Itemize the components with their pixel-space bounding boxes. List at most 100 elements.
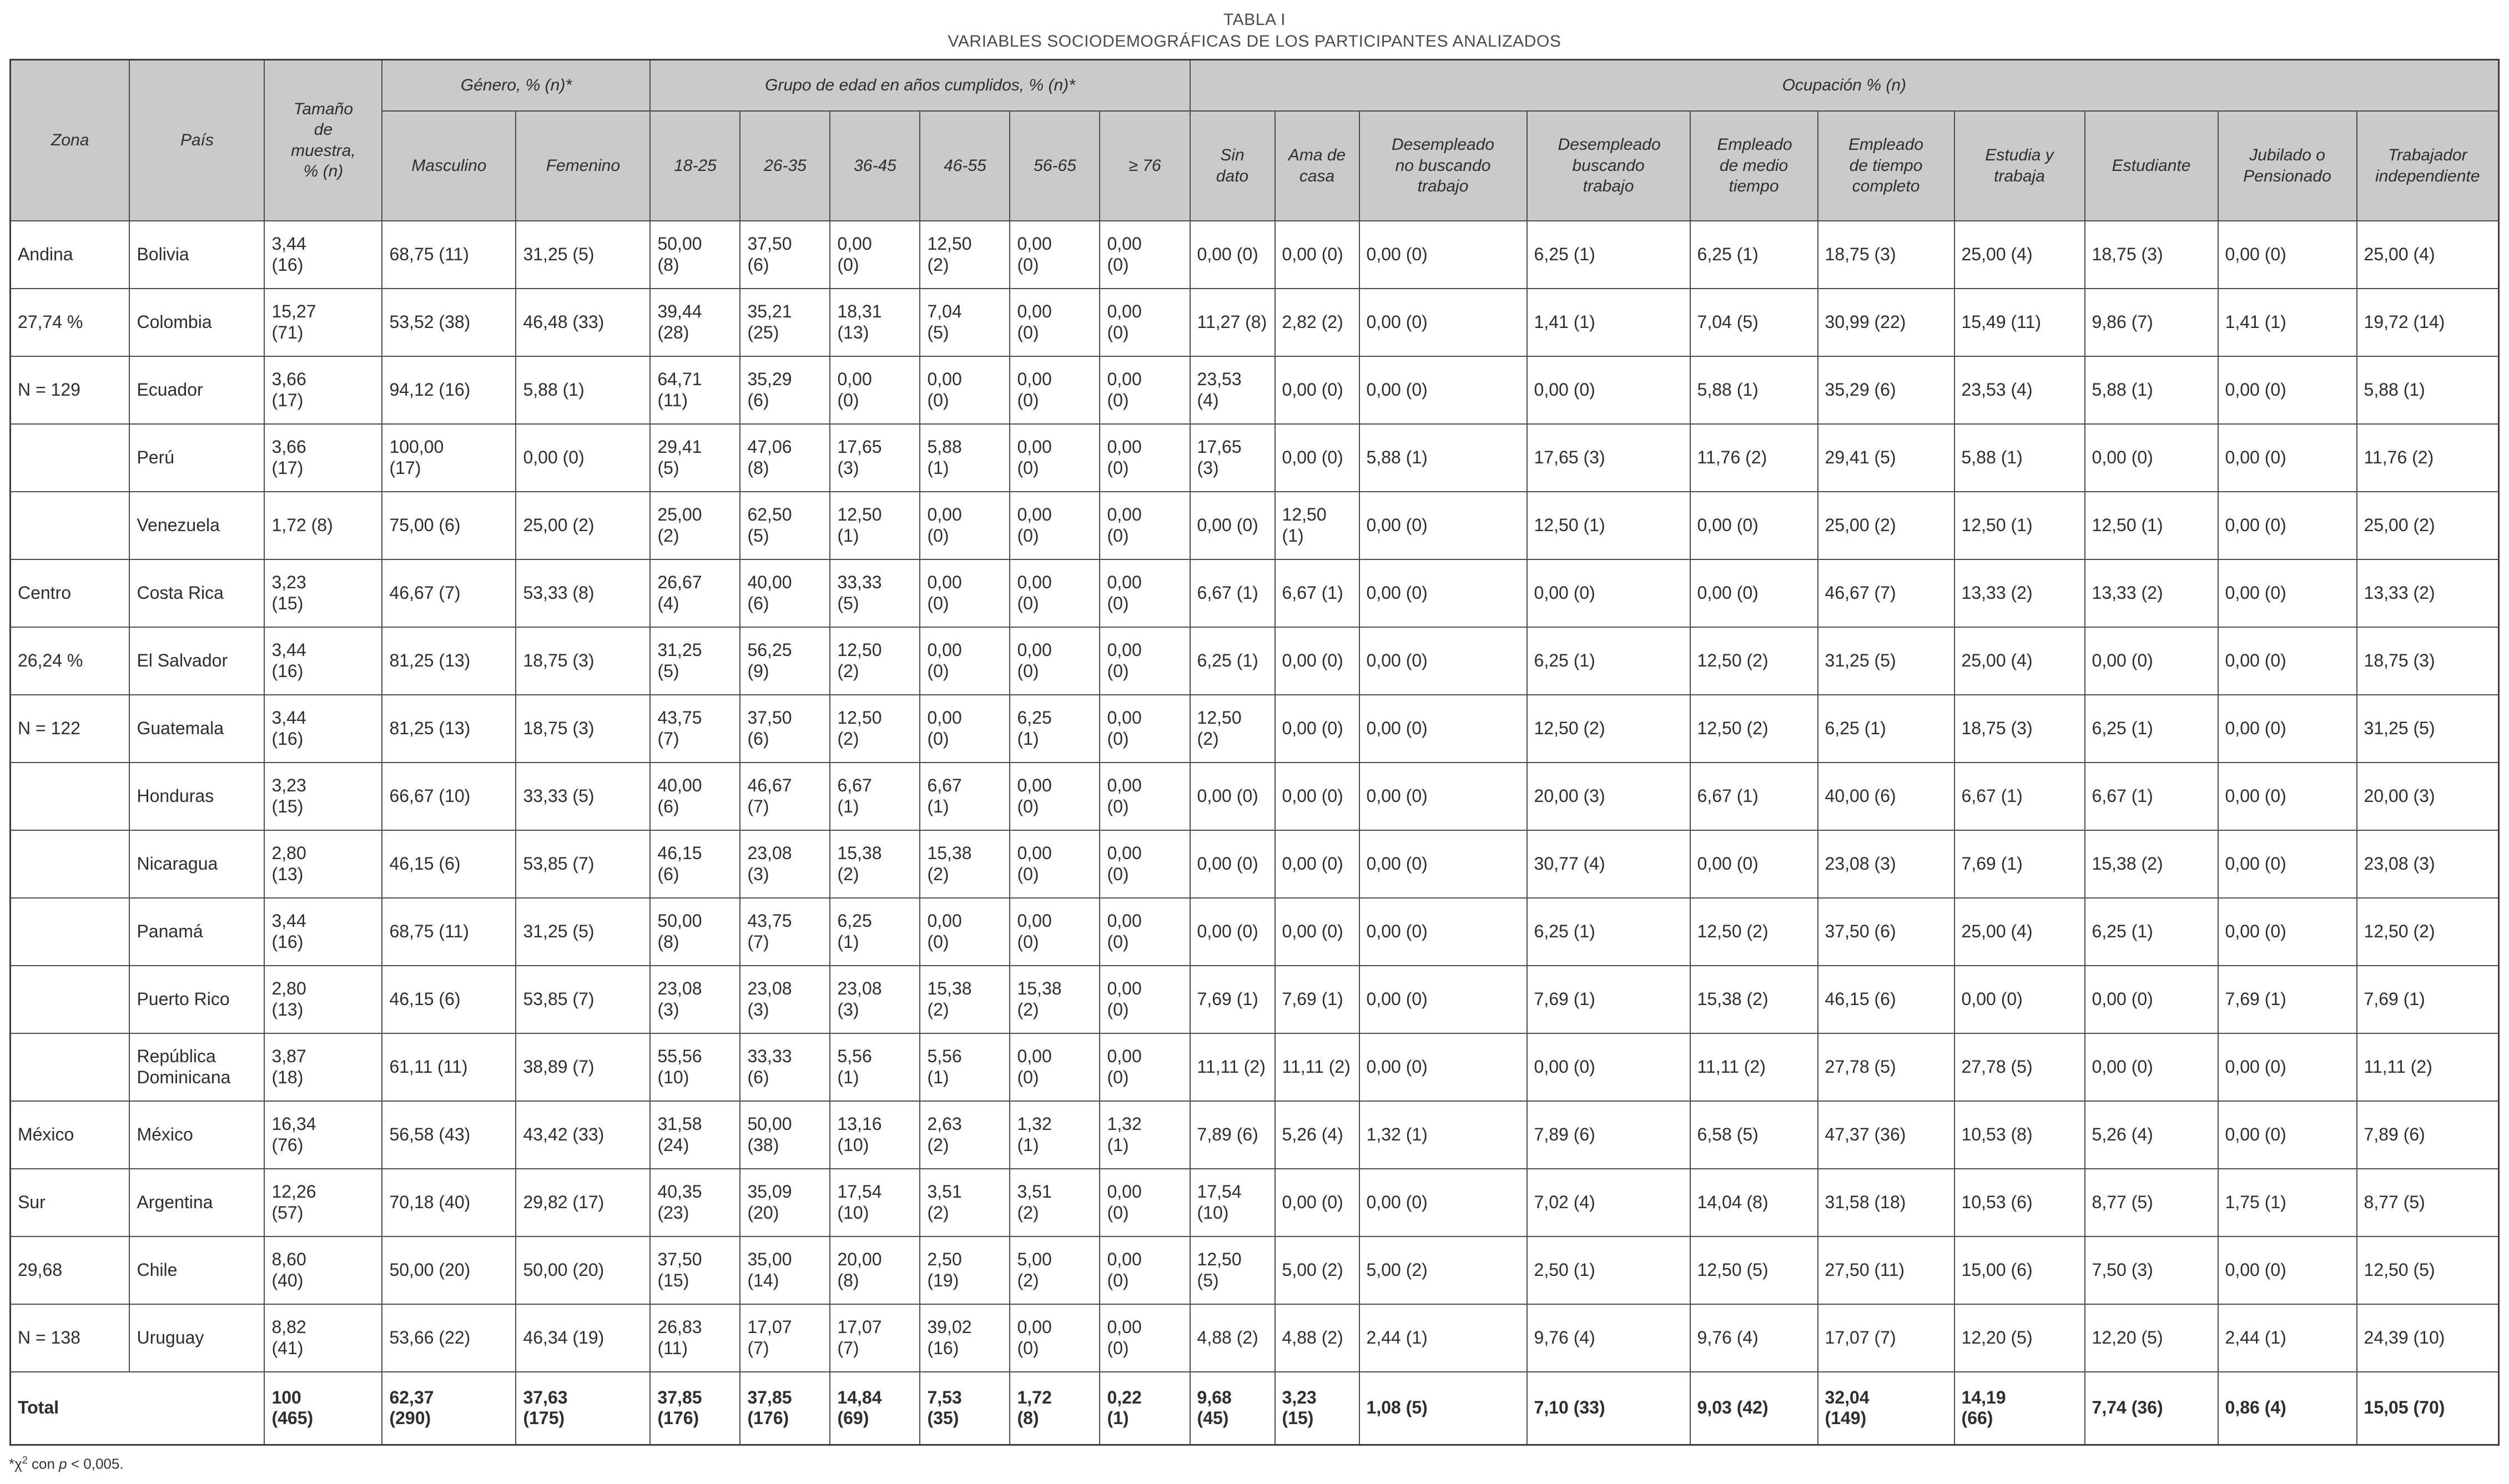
value-cell: 10,53 (6) xyxy=(1953,1168,2085,1237)
value-cell: 56,25 (9) xyxy=(739,626,831,695)
value-cell: 68,75 (11) xyxy=(381,220,517,289)
total-value-cell: 32,04 (149) xyxy=(1817,1371,1955,1446)
value-cell: 31,25 (5) xyxy=(2356,694,2500,763)
value-cell: 0,00 (0) xyxy=(1099,558,1191,628)
value-cell: 0,00 (0) xyxy=(1358,491,1528,560)
value-cell: 12,26 (57) xyxy=(264,1168,383,1237)
table-title: TABLA I xyxy=(1223,11,1286,29)
value-cell: 3,66 (17) xyxy=(264,423,383,492)
value-cell: 7,89 (6) xyxy=(2356,1100,2500,1169)
zone-cell: Sur xyxy=(9,1168,130,1237)
value-cell: 19,72 (14) xyxy=(2356,287,2500,357)
value-cell: 37,50 (6) xyxy=(739,220,831,289)
value-cell: 15,38 (2) xyxy=(2084,829,2219,899)
value-cell: 0,00 (0) xyxy=(1009,220,1101,289)
value-cell: 61,11 (11) xyxy=(381,1032,517,1102)
value-cell: 0,00 (0) xyxy=(919,355,1011,425)
table-body: Andina Bolivia 3,44 (16) 68,75 (11) 31,25 (5… xyxy=(9,220,2500,1446)
value-cell: 0,00 (0) xyxy=(919,558,1011,628)
value-cell: 6,67 (1) xyxy=(1274,558,1360,628)
value-cell: 37,50 (6) xyxy=(739,694,831,763)
total-value-cell: 9,68 (45) xyxy=(1189,1371,1276,1446)
value-cell: 12,50 (2) xyxy=(1189,694,1276,763)
value-cell: 23,08 (3) xyxy=(739,829,831,899)
total-value-cell: 37,63 (175) xyxy=(515,1371,651,1446)
table-row: Nicaragua 2,80 (13) 46,15 (6) 53,85 (7) 46,1… xyxy=(9,829,2500,899)
value-cell: 17,54 (10) xyxy=(829,1168,921,1237)
value-cell: 6,25 (1) xyxy=(1009,694,1101,763)
zone-cell xyxy=(9,491,130,560)
value-cell: 0,00 (0) xyxy=(1358,829,1528,899)
value-cell: 12,50 (1) xyxy=(1274,491,1360,560)
zone-cell xyxy=(9,829,130,899)
value-cell: 12,50 (2) xyxy=(829,626,921,695)
value-cell: 23,08 (3) xyxy=(739,965,831,1034)
value-cell: 31,58 (18) xyxy=(1817,1168,1955,1237)
value-cell: 25,00 (4) xyxy=(1953,897,2085,966)
zone-cell xyxy=(9,761,130,831)
value-cell: 5,88 (1) xyxy=(2356,355,2500,425)
value-cell: 0,00 (0) xyxy=(1358,287,1528,357)
value-cell: 0,00 (0) xyxy=(1358,897,1528,966)
value-cell: 12,50 (5) xyxy=(1189,1235,1276,1305)
value-cell: 1,75 (1) xyxy=(2217,1168,2357,1237)
value-cell: 6,25 (1) xyxy=(829,897,921,966)
value-cell: 20,00 (3) xyxy=(1526,761,1691,831)
value-cell: 46,15 (6) xyxy=(381,829,517,899)
value-cell: 16,34 (76) xyxy=(264,1100,383,1169)
value-cell: 6,67 (1) xyxy=(1953,761,2085,831)
value-cell: 0,00 (0) xyxy=(1358,965,1528,1034)
value-cell: 0,00 (0) xyxy=(2084,626,2219,695)
value-cell: 53,66 (22) xyxy=(381,1303,517,1372)
value-cell: 35,21 (25) xyxy=(739,287,831,357)
value-cell: 0,00 (0) xyxy=(515,423,651,492)
value-cell: 0,00 (0) xyxy=(919,491,1011,560)
country-cell: Colombia xyxy=(129,287,265,357)
value-cell: 0,00 (0) xyxy=(1099,1235,1191,1305)
value-cell: 11,11 (2) xyxy=(1189,1032,1276,1102)
value-cell: 0,00 (0) xyxy=(1009,355,1101,425)
value-cell: 0,00 (0) xyxy=(1274,761,1360,831)
value-cell: 0,00 (0) xyxy=(1099,897,1191,966)
value-cell: 11,76 (2) xyxy=(2356,423,2500,492)
zone-cell: 26,24 % xyxy=(9,626,130,695)
value-cell: 25,00 (4) xyxy=(1953,220,2085,289)
table-row: Sur Argentina 12,26 (57) 70,18 (40) 29,82 (1… xyxy=(9,1168,2500,1237)
value-cell: 17,65 (3) xyxy=(829,423,921,492)
value-cell: 11,11 (2) xyxy=(1274,1032,1360,1102)
value-cell: 17,65 (3) xyxy=(1526,423,1691,492)
value-cell: 12,50 (1) xyxy=(1526,491,1691,560)
value-cell: 0,00 (0) xyxy=(1358,1168,1528,1237)
value-cell: 56,58 (43) xyxy=(381,1100,517,1169)
value-cell: 31,58 (24) xyxy=(649,1100,741,1169)
value-cell: 29,41 (5) xyxy=(649,423,741,492)
column-header: Jubilado o Pensionado xyxy=(2217,110,2357,221)
value-cell: 30,77 (4) xyxy=(1526,829,1691,899)
value-cell: 6,25 (1) xyxy=(1689,220,1818,289)
country-cell: Puerto Rico xyxy=(129,965,265,1034)
value-cell: 20,00 (3) xyxy=(2356,761,2500,831)
value-cell: 12,50 (2) xyxy=(919,220,1011,289)
value-cell: 12,50 (2) xyxy=(1689,897,1818,966)
total-label: Total xyxy=(9,1371,265,1446)
value-cell: 11,27 (8) xyxy=(1189,287,1276,357)
value-cell: 0,00 (0) xyxy=(1009,761,1101,831)
total-value-cell: 62,37 (290) xyxy=(381,1371,517,1446)
value-cell: 15,27 (71) xyxy=(264,287,383,357)
value-cell: 5,88 (1) xyxy=(515,355,651,425)
value-cell: 3,66 (17) xyxy=(264,355,383,425)
total-value-cell: 14,84 (69) xyxy=(829,1371,921,1446)
value-cell: 6,25 (1) xyxy=(1526,626,1691,695)
value-cell: 0,00 (0) xyxy=(1099,220,1191,289)
value-cell: 12,20 (5) xyxy=(2084,1303,2219,1372)
value-cell: 5,88 (1) xyxy=(1358,423,1528,492)
column-header: ≥ 76 xyxy=(1099,110,1191,221)
value-cell: 15,38 (2) xyxy=(919,829,1011,899)
column-header: Masculino xyxy=(381,110,517,221)
value-cell: 3,44 (16) xyxy=(264,897,383,966)
total-value-cell: 0,22 (1) xyxy=(1099,1371,1191,1446)
value-cell: 0,00 (0) xyxy=(1099,423,1191,492)
footnote-p: p xyxy=(59,1455,67,1472)
value-cell: 0,00 (0) xyxy=(1099,287,1191,357)
total-value-cell: 37,85 (176) xyxy=(739,1371,831,1446)
